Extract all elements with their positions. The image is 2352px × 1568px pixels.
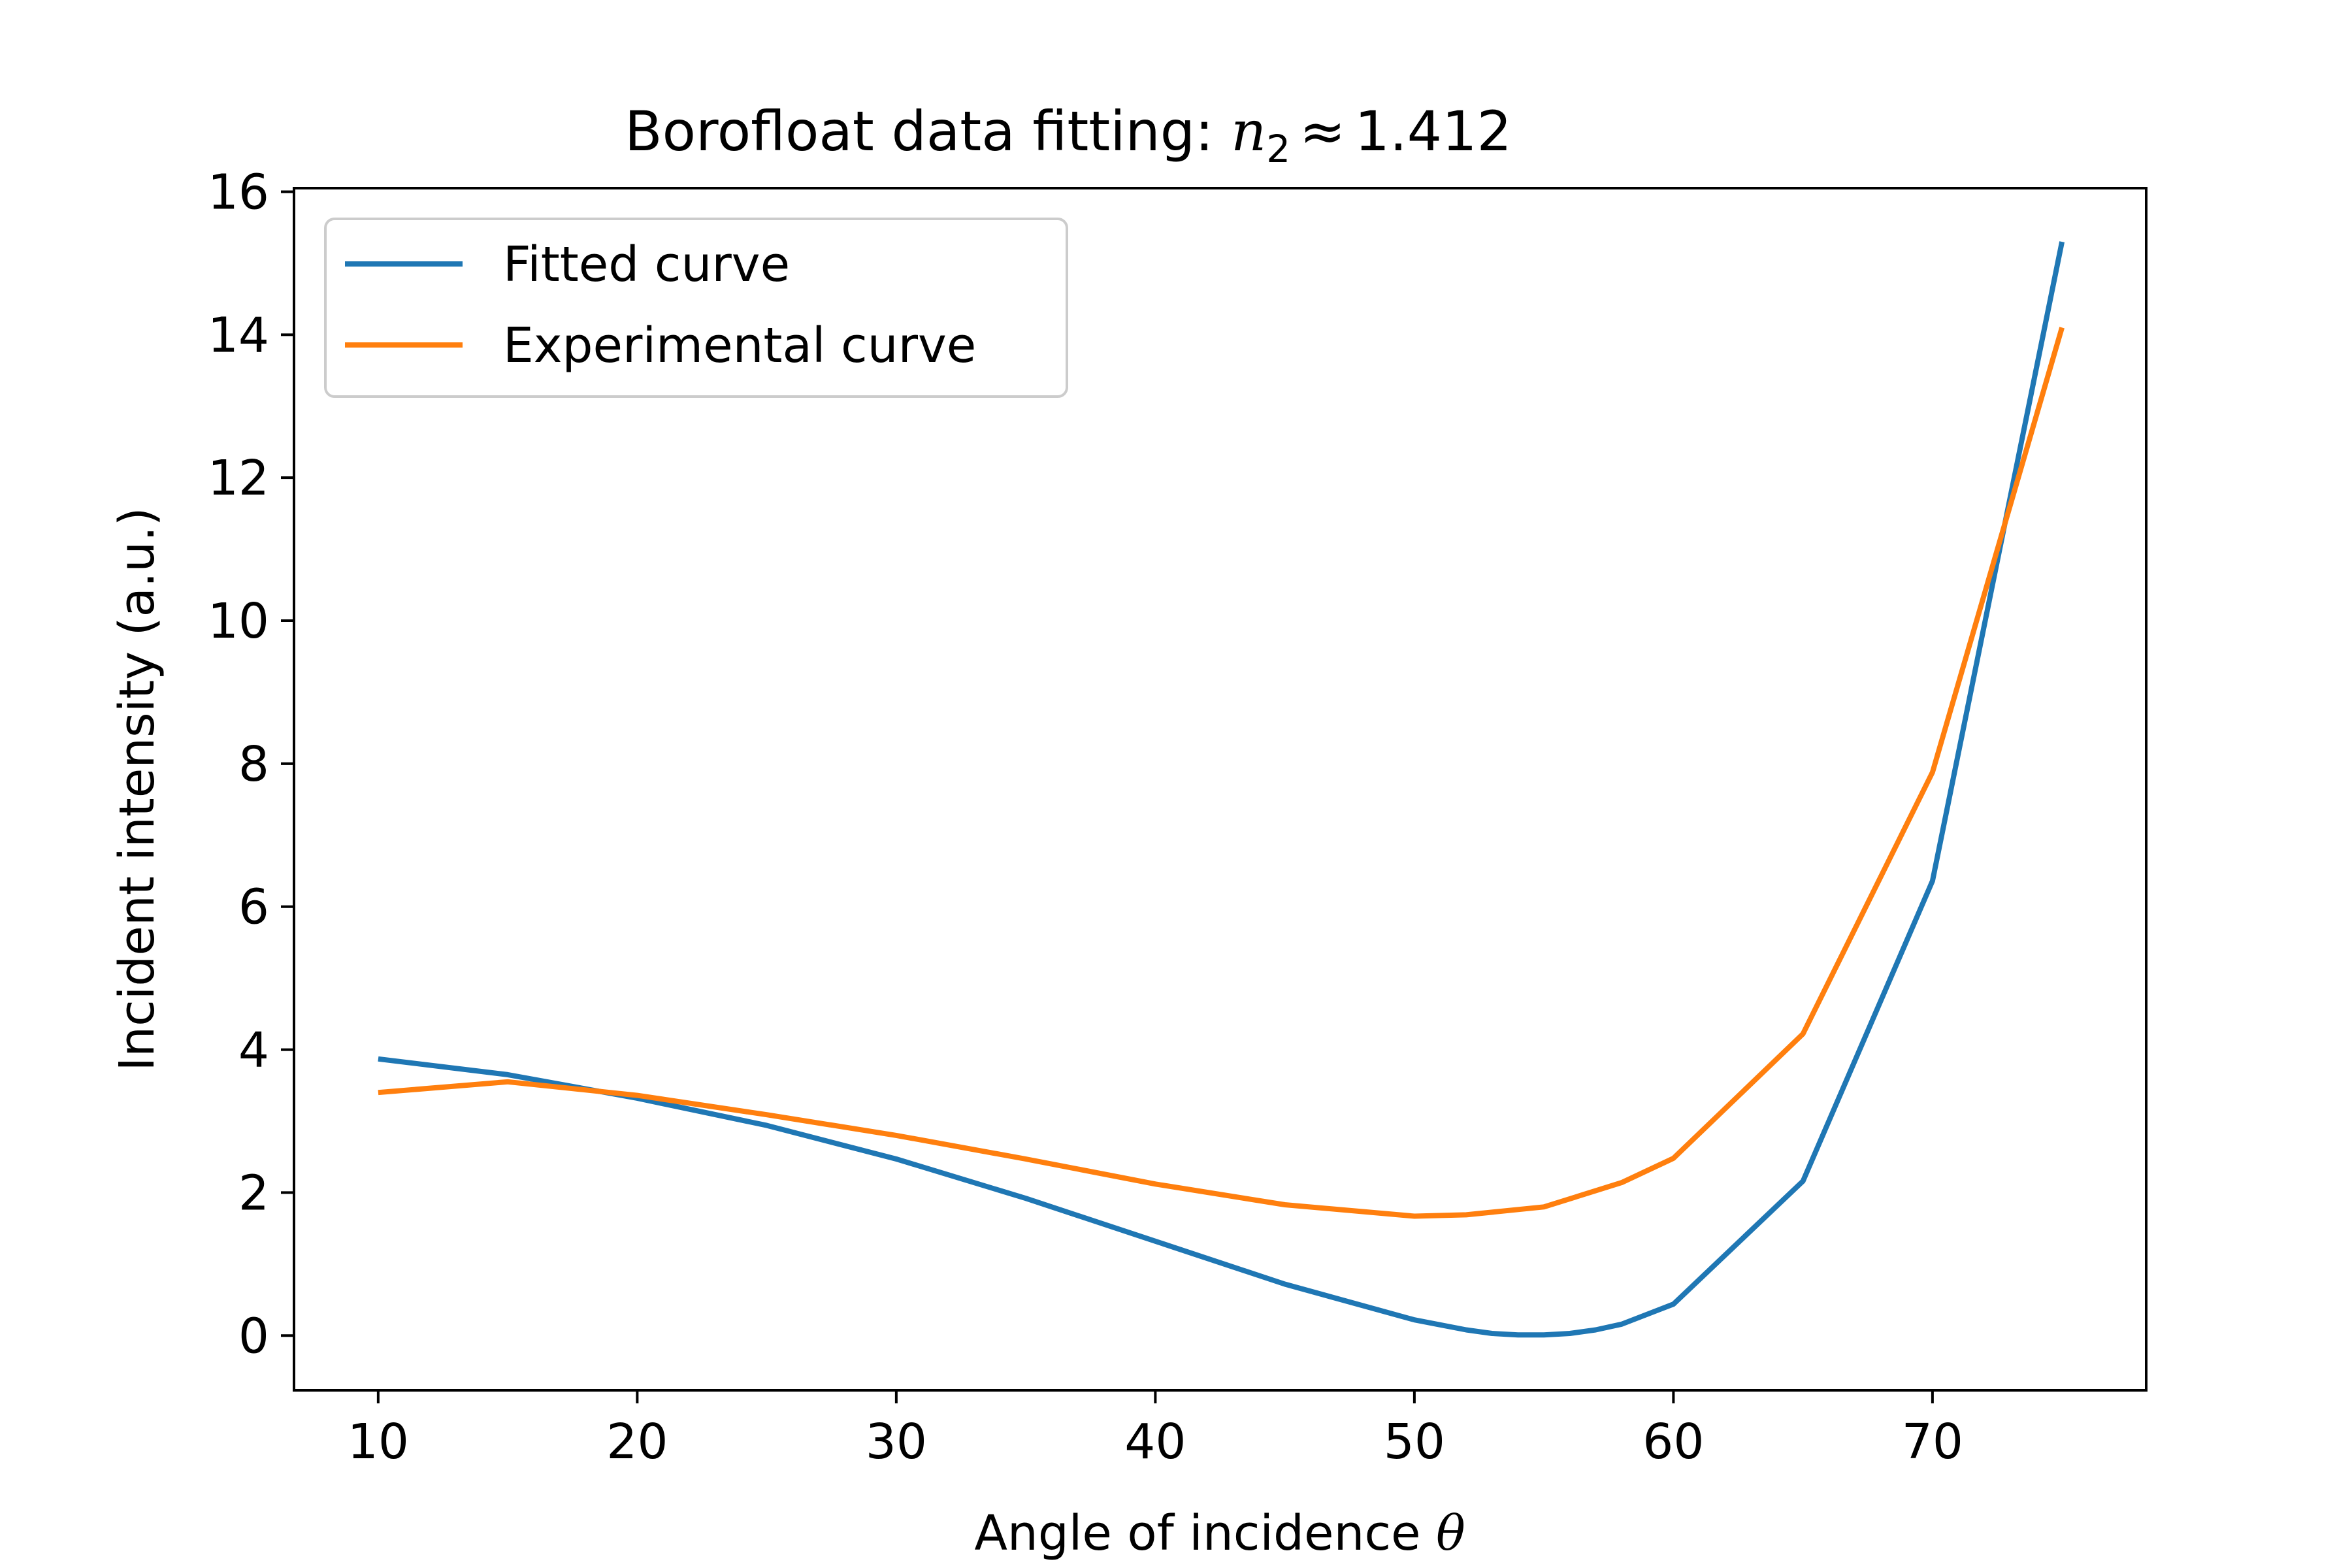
y-tick-label: 16 bbox=[208, 164, 269, 220]
plot-area bbox=[293, 187, 2148, 1392]
legend-label-fitted: Fitted curve bbox=[503, 237, 790, 293]
x-tick-label: 30 bbox=[866, 1414, 927, 1470]
series-line-fitted bbox=[378, 241, 2065, 1338]
axes-frame bbox=[293, 187, 2148, 1392]
series-line-experimental bbox=[378, 327, 2065, 1219]
title-relation: ≈ bbox=[1299, 99, 1345, 163]
y-axis-label: Incident intensity (a.u.) bbox=[109, 507, 165, 1071]
x-tick-label: 70 bbox=[1902, 1414, 1963, 1470]
y-tick-label: 6 bbox=[238, 879, 269, 936]
y-axis-ticks: 0 2 4 6 8 10 12 14 16 bbox=[208, 164, 294, 1364]
x-tick-label: 20 bbox=[606, 1414, 668, 1470]
x-tick-label: 40 bbox=[1124, 1414, 1186, 1470]
y-tick-label: 12 bbox=[208, 450, 269, 506]
x-tick-label: 10 bbox=[348, 1414, 409, 1470]
y-tick-label: 2 bbox=[238, 1165, 269, 1221]
chart-title: Borofloat data fitting: n2 ≈1.412 bbox=[625, 99, 1512, 171]
x-tick-label: 50 bbox=[1384, 1414, 1445, 1470]
title-prefix: Borofloat data fitting: bbox=[625, 99, 1231, 163]
x-axis-ticks: 10 20 30 40 50 60 70 bbox=[348, 1390, 1963, 1470]
y-tick-label: 14 bbox=[208, 307, 269, 363]
y-tick-label: 8 bbox=[238, 736, 269, 792]
x-axis-label-symbol: θ bbox=[1436, 1505, 1465, 1561]
title-subscript: 2 bbox=[1266, 127, 1290, 171]
title-value: 1.412 bbox=[1355, 99, 1512, 163]
legend: Fitted curve Experimental curve bbox=[324, 218, 1068, 398]
y-tick-label: 10 bbox=[208, 593, 269, 649]
x-axis-label-text: Angle of incidence bbox=[974, 1505, 1436, 1561]
y-tick-label: 4 bbox=[238, 1022, 269, 1079]
legend-box bbox=[324, 218, 1068, 398]
title-variable: n bbox=[1231, 99, 1266, 163]
series-lines bbox=[378, 241, 2065, 1338]
legend-label-experimental: Experimental curve bbox=[503, 318, 976, 374]
y-tick-label: 0 bbox=[238, 1308, 269, 1364]
x-axis-label: Angle of incidence θ bbox=[974, 1505, 1465, 1561]
x-tick-label: 60 bbox=[1642, 1414, 1704, 1470]
